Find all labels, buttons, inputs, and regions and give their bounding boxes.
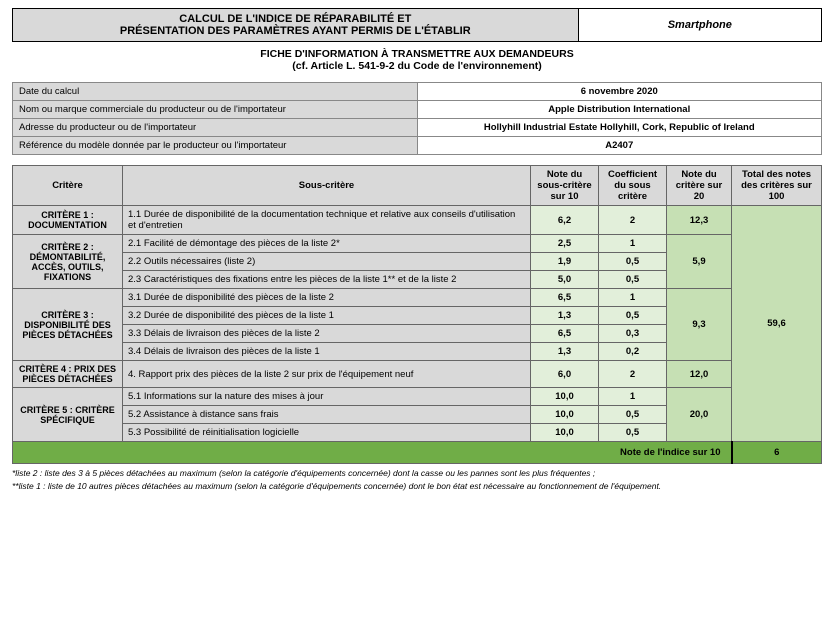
crit1-row1: CRITÈRE 1 : DOCUMENTATION 1.1 Durée de d… [13, 206, 822, 235]
info-brand-value: Apple Distribution International [417, 101, 822, 119]
crit3-s2-coef: 0,5 [599, 307, 667, 325]
crit2-s1-coef: 1 [599, 235, 667, 253]
crit3-s1-coef: 1 [599, 289, 667, 307]
final-score: 6 [732, 442, 822, 464]
crit3-s2-note: 1,3 [531, 307, 599, 325]
crit5-name: CRITÈRE 5 : CRITÈRE SPÉCIFIQUE [13, 388, 123, 442]
crit2-s2-coef: 0,5 [599, 253, 667, 271]
crit2-s3-coef: 0,5 [599, 271, 667, 289]
crit4-name: CRITÈRE 4 : PRIX DES PIÈCES DÉTACHÉES [13, 361, 123, 388]
info-table: Date du calcul 6 novembre 2020 Nom ou ma… [12, 82, 822, 155]
footnote1: *liste 2 : liste des 3 à 5 pièces détach… [12, 468, 822, 479]
info-row-model: Référence du modèle donnée par le produc… [13, 137, 822, 155]
info-row-brand: Nom ou marque commerciale du producteur … [13, 101, 822, 119]
crit3-name: CRITÈRE 3 : DISPONIBILITÉ DES PIÈCES DÉT… [13, 289, 123, 361]
crit5-s1-note: 10,0 [531, 388, 599, 406]
crit2-row1: CRITÈRE 2 : DÉMONTABILITÉ, ACCÈS, OUTILS… [13, 235, 822, 253]
crit1-s1-note: 6,2 [531, 206, 599, 235]
crit2-s2: 2.2 Outils nécessaires (liste 2) [123, 253, 531, 271]
col-note10: Note du sous-critère sur 10 [531, 166, 599, 206]
crit5-s3-note: 10,0 [531, 424, 599, 442]
header-title-line2: PRÉSENTATION DES PARAMÈTRES AYANT PERMIS… [120, 25, 471, 37]
crit4-score20: 12,0 [667, 361, 732, 388]
crit3-s4-note: 1,3 [531, 343, 599, 361]
crit4-row1: CRITÈRE 4 : PRIX DES PIÈCES DÉTACHÉES 4.… [13, 361, 822, 388]
col-note20: Note du critère sur 20 [667, 166, 732, 206]
col-total100: Total des notes des critères sur 100 [732, 166, 822, 206]
crit5-row1: CRITÈRE 5 : CRITÈRE SPÉCIFIQUE 5.1 Infor… [13, 388, 822, 406]
crit1-s1: 1.1 Durée de disponibilité de la documen… [123, 206, 531, 235]
crit5-s1-coef: 1 [599, 388, 667, 406]
final-row: Note de l'indice sur 10 6 [13, 442, 822, 464]
crit2-s3: 2.3 Caractéristiques des fixations entre… [123, 271, 531, 289]
crit3-s4: 3.4 Délais de livraison des pièces de la… [123, 343, 531, 361]
crit2-s1-note: 2,5 [531, 235, 599, 253]
info-model-label: Référence du modèle donnée par le produc… [13, 137, 418, 155]
crit1-s1-coef: 2 [599, 206, 667, 235]
crit3-s1: 3.1 Durée de disponibilité des pièces de… [123, 289, 531, 307]
info-date-label: Date du calcul [13, 83, 418, 101]
info-address-label: Adresse du producteur ou de l'importateu… [13, 119, 418, 137]
crit3-s4-coef: 0,2 [599, 343, 667, 361]
criteria-header-row: Critère Sous-critère Note du sous-critèr… [13, 166, 822, 206]
crit3-s1-note: 6,5 [531, 289, 599, 307]
final-label: Note de l'indice sur 10 [13, 442, 732, 464]
info-model-value: A2407 [417, 137, 822, 155]
col-coef: Coefficient du sous critère [599, 166, 667, 206]
crit5-s2-note: 10,0 [531, 406, 599, 424]
crit3-s2: 3.2 Durée de disponibilité des pièces de… [123, 307, 531, 325]
info-row-address: Adresse du producteur ou de l'importateu… [13, 119, 822, 137]
crit1-name: CRITÈRE 1 : DOCUMENTATION [13, 206, 123, 235]
crit5-s3-coef: 0,5 [599, 424, 667, 442]
subheader-line2: (cf. Article L. 541-9-2 du Code de l'env… [292, 60, 542, 72]
crit2-s2-note: 1,9 [531, 253, 599, 271]
crit5-s2-coef: 0,5 [599, 406, 667, 424]
crit5-score20: 20,0 [667, 388, 732, 442]
crit4-s1-note: 6,0 [531, 361, 599, 388]
crit5-s1: 5.1 Informations sur la nature des mises… [123, 388, 531, 406]
crit3-row1: CRITÈRE 3 : DISPONIBILITÉ DES PIÈCES DÉT… [13, 289, 822, 307]
crit1-score20: 12,3 [667, 206, 732, 235]
crit5-s3: 5.3 Possibilité de réinitialisation logi… [123, 424, 531, 442]
crit2-score20: 5,9 [667, 235, 732, 289]
subheader-line1: FICHE D'INFORMATION À TRANSMETTRE AUX DE… [260, 48, 573, 60]
info-brand-label: Nom ou marque commerciale du producteur … [13, 101, 418, 119]
info-address-value: Hollyhill Industrial Estate Hollyhill, C… [417, 119, 822, 137]
info-date-value: 6 novembre 2020 [417, 83, 822, 101]
col-sous-critere: Sous-critère [123, 166, 531, 206]
crit5-s2: 5.2 Assistance à distance sans frais [123, 406, 531, 424]
info-row-date: Date du calcul 6 novembre 2020 [13, 83, 822, 101]
crit4-s1: 4. Rapport prix des pièces de la liste 2… [123, 361, 531, 388]
document-header: CALCUL DE L'INDICE DE RÉPARABILITÉ ET PR… [12, 8, 822, 42]
total100: 59,6 [732, 206, 822, 442]
crit2-s1: 2.1 Facilité de démontage des pièces de … [123, 235, 531, 253]
header-product: Smartphone [579, 9, 821, 41]
crit3-s3-coef: 0,3 [599, 325, 667, 343]
criteria-table: Critère Sous-critère Note du sous-critèr… [12, 165, 822, 464]
col-critere: Critère [13, 166, 123, 206]
header-title: CALCUL DE L'INDICE DE RÉPARABILITÉ ET PR… [13, 9, 579, 41]
crit2-name: CRITÈRE 2 : DÉMONTABILITÉ, ACCÈS, OUTILS… [13, 235, 123, 289]
header-title-line1: CALCUL DE L'INDICE DE RÉPARABILITÉ ET [179, 13, 411, 25]
crit4-s1-coef: 2 [599, 361, 667, 388]
crit3-s3: 3.3 Délais de livraison des pièces de la… [123, 325, 531, 343]
crit3-s3-note: 6,5 [531, 325, 599, 343]
subheader: FICHE D'INFORMATION À TRANSMETTRE AUX DE… [12, 48, 822, 72]
crit3-score20: 9,3 [667, 289, 732, 361]
footnote2: **liste 1 : liste de 10 autres pièces dé… [12, 481, 822, 492]
crit2-s3-note: 5,0 [531, 271, 599, 289]
